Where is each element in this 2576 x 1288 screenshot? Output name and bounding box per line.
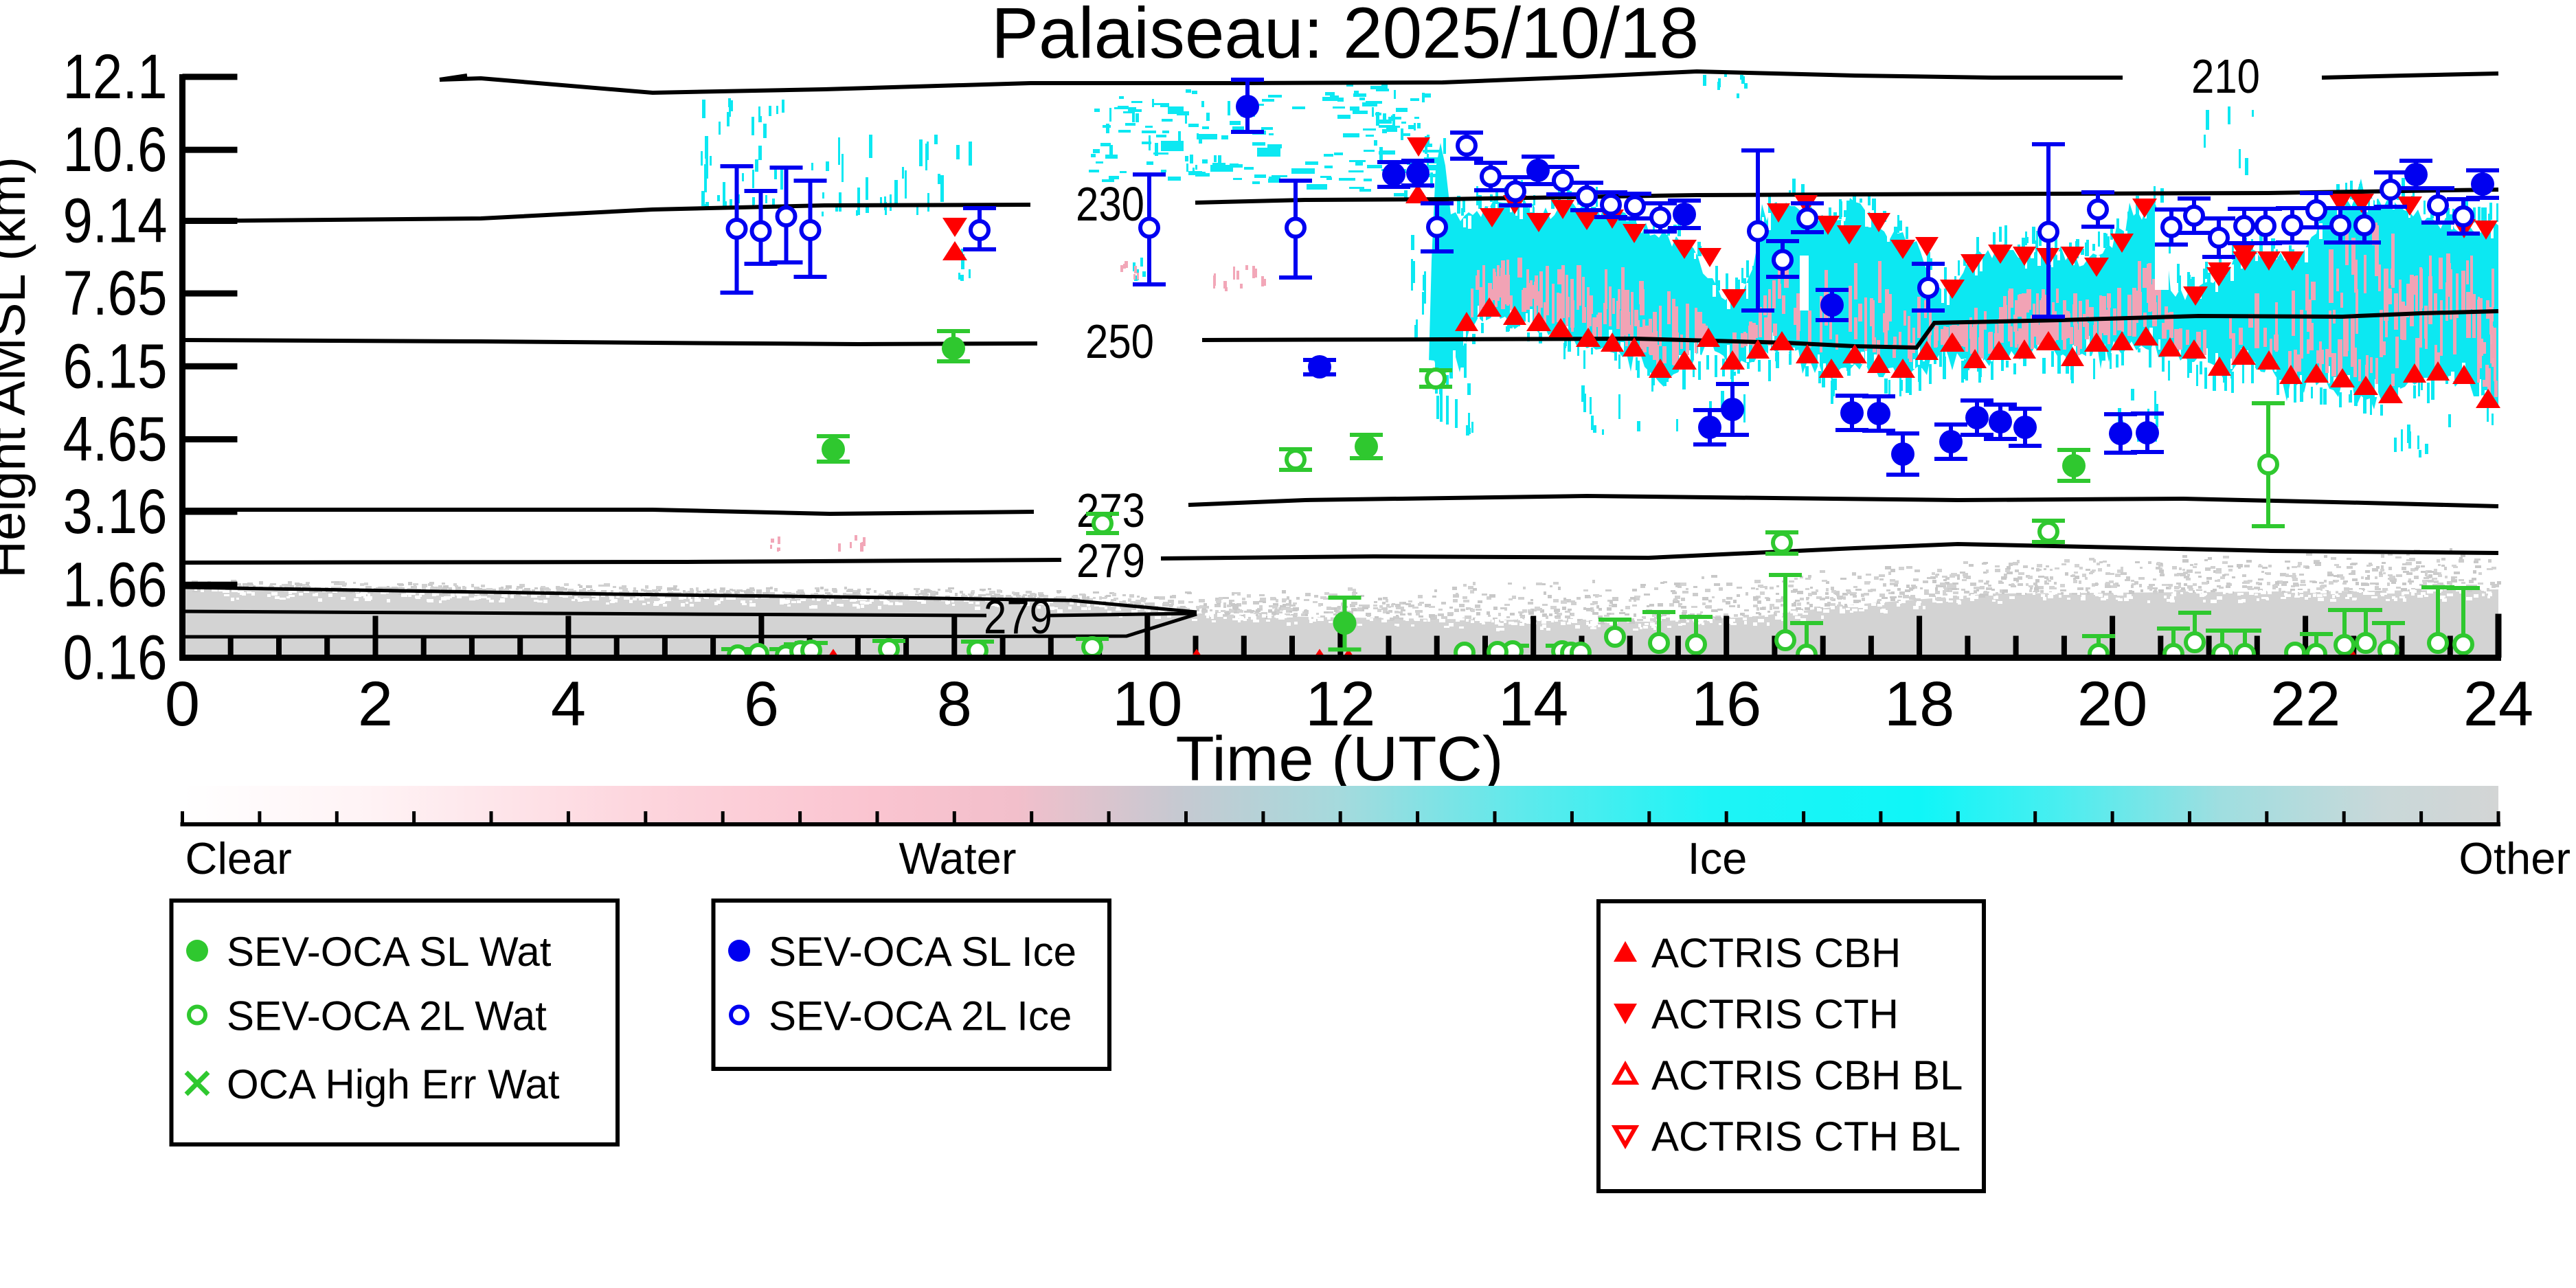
svg-text:Height AMSL (km): Height AMSL (km) [0,157,36,578]
svg-text:6: 6 [744,669,779,739]
svg-text:SEV-OCA SL Wat: SEV-OCA SL Wat [227,929,552,975]
svg-text:22: 22 [2270,669,2340,739]
svg-text:12: 12 [1305,669,1375,739]
svg-text:7.65: 7.65 [63,258,168,328]
svg-text:6.15: 6.15 [63,331,168,401]
svg-text:0: 0 [165,669,200,739]
svg-text:16: 16 [1691,669,1761,739]
svg-text:OCA High Err Wat: OCA High Err Wat [227,1061,560,1107]
svg-text:8: 8 [937,669,972,739]
svg-text:Palaiseau: 2025/10/18: Palaiseau: 2025/10/18 [991,0,1699,74]
svg-text:4.65: 4.65 [63,405,168,475]
svg-text:3.16: 3.16 [63,477,168,547]
svg-text:Time (UTC): Time (UTC) [1176,724,1504,794]
svg-text:250: 250 [1085,315,1154,368]
svg-text:279: 279 [984,590,1052,644]
svg-text:0.16: 0.16 [63,623,168,693]
svg-text:SEV-OCA 2L Ice: SEV-OCA 2L Ice [769,993,1072,1039]
svg-text:2: 2 [358,669,393,739]
svg-text:279: 279 [1076,534,1145,587]
svg-text:230: 230 [1076,177,1144,231]
svg-text:ACTRIS CTH: ACTRIS CTH [1651,991,1899,1037]
svg-text:SEV-OCA 2L Wat: SEV-OCA 2L Wat [227,993,547,1039]
svg-text:10: 10 [1112,669,1182,739]
svg-text:Water: Water [899,833,1017,883]
svg-text:1.66: 1.66 [63,550,168,620]
svg-text:9.14: 9.14 [63,186,168,256]
svg-text:Ice: Ice [1688,833,1748,883]
svg-text:SEV-OCA SL Ice: SEV-OCA SL Ice [769,929,1076,975]
svg-text:20: 20 [2077,669,2147,739]
svg-text:24: 24 [2463,669,2533,739]
svg-text:ACTRIS CTH BL: ACTRIS CTH BL [1651,1114,1961,1160]
svg-text:210: 210 [2191,49,2260,103]
svg-text:14: 14 [1498,669,1568,739]
svg-text:ACTRIS CBH: ACTRIS CBH [1651,930,1901,976]
svg-text:Other: Other [2459,833,2571,883]
svg-text:12.1: 12.1 [63,42,168,112]
svg-text:18: 18 [1884,669,1954,739]
svg-text:ACTRIS CBH BL: ACTRIS CBH BL [1651,1052,1963,1098]
svg-text:10.6: 10.6 [63,115,168,185]
svg-text:4: 4 [551,669,586,739]
svg-text:Clear: Clear [185,833,292,883]
